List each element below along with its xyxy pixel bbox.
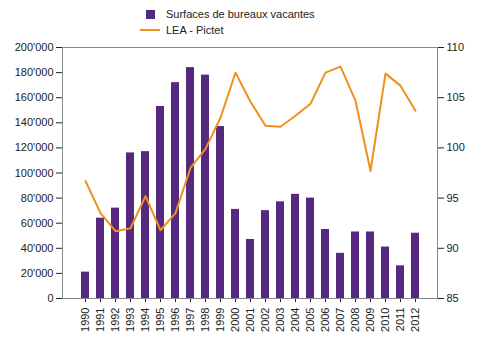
svg-text:95: 95 bbox=[447, 192, 459, 204]
svg-text:80'000: 80'000 bbox=[21, 192, 54, 204]
svg-text:2009: 2009 bbox=[364, 308, 376, 332]
svg-text:60'000: 60'000 bbox=[21, 217, 54, 229]
svg-text:100: 100 bbox=[447, 141, 465, 153]
svg-text:2001: 2001 bbox=[244, 308, 256, 332]
svg-text:2005: 2005 bbox=[304, 308, 316, 332]
svg-text:1997: 1997 bbox=[184, 308, 196, 332]
svg-text:110: 110 bbox=[447, 41, 465, 53]
svg-text:1996: 1996 bbox=[169, 308, 181, 332]
svg-text:20'000: 20'000 bbox=[21, 267, 54, 279]
svg-text:2000: 2000 bbox=[229, 308, 241, 332]
svg-text:100'000: 100'000 bbox=[15, 167, 54, 179]
svg-text:90: 90 bbox=[447, 242, 459, 254]
svg-text:2010: 2010 bbox=[379, 308, 391, 332]
svg-text:2007: 2007 bbox=[334, 308, 346, 332]
svg-text:1999: 1999 bbox=[214, 308, 226, 332]
svg-text:0: 0 bbox=[47, 292, 53, 304]
svg-text:2006: 2006 bbox=[319, 308, 331, 332]
svg-text:105: 105 bbox=[447, 91, 465, 103]
svg-text:1995: 1995 bbox=[154, 308, 166, 332]
svg-text:85: 85 bbox=[447, 292, 459, 304]
svg-text:180'000: 180'000 bbox=[15, 66, 54, 78]
html-text:LEA - Pictet: LEA - Pictet bbox=[166, 24, 224, 36]
svg-text:1990: 1990 bbox=[79, 308, 91, 332]
svg-text:2008: 2008 bbox=[349, 308, 361, 332]
svg-text:2004: 2004 bbox=[289, 308, 301, 332]
svg-text:140'000: 140'000 bbox=[15, 116, 54, 128]
svg-text:2002: 2002 bbox=[259, 308, 271, 332]
svg-text:120'000: 120'000 bbox=[15, 141, 54, 153]
svg-text:1994: 1994 bbox=[139, 308, 151, 332]
svg-text:160'000: 160'000 bbox=[15, 91, 54, 103]
svg-text:1992: 1992 bbox=[109, 308, 121, 332]
svg-text:200'000: 200'000 bbox=[15, 41, 54, 53]
svg-text:2012: 2012 bbox=[409, 308, 421, 332]
svg-text:2003: 2003 bbox=[274, 308, 286, 332]
svg-text:40'000: 40'000 bbox=[21, 242, 54, 254]
svg-text:1991: 1991 bbox=[94, 308, 106, 332]
svg-text:1998: 1998 bbox=[199, 308, 211, 332]
svg-text:2011: 2011 bbox=[394, 308, 406, 332]
svg-text:1993: 1993 bbox=[124, 308, 136, 332]
html-text:Surfaces de bureaux vacantes: Surfaces de bureaux vacantes bbox=[166, 8, 315, 20]
